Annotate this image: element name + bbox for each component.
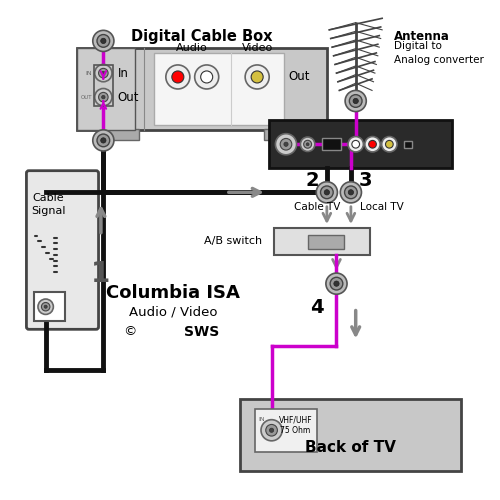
Circle shape (94, 88, 112, 106)
Circle shape (344, 186, 357, 198)
Circle shape (251, 71, 263, 83)
Circle shape (353, 98, 358, 103)
Text: A/B switch: A/B switch (204, 236, 262, 246)
Circle shape (300, 137, 315, 152)
Circle shape (166, 65, 190, 89)
Circle shape (334, 281, 339, 286)
Circle shape (382, 136, 397, 152)
Circle shape (270, 428, 274, 432)
FancyBboxPatch shape (274, 228, 370, 255)
Circle shape (93, 130, 114, 151)
Text: 1: 1 (92, 260, 110, 288)
Circle shape (352, 140, 360, 148)
Text: Cable TV: Cable TV (294, 202, 341, 212)
Circle shape (245, 65, 269, 89)
Text: ©: © (123, 325, 136, 338)
Text: Local TV: Local TV (360, 202, 404, 212)
Text: Cable
Signal: Cable Signal (31, 192, 66, 216)
FancyBboxPatch shape (322, 138, 342, 150)
Text: Audio: Audio (176, 43, 208, 53)
Circle shape (172, 71, 184, 83)
Circle shape (316, 182, 338, 203)
Circle shape (93, 30, 114, 52)
FancyBboxPatch shape (308, 234, 344, 249)
Circle shape (280, 138, 292, 150)
Text: Digital Cable Box: Digital Cable Box (131, 28, 272, 44)
Circle shape (340, 182, 361, 203)
Circle shape (102, 72, 105, 75)
Text: Columbia ISA: Columbia ISA (106, 284, 240, 302)
Text: 3: 3 (358, 171, 372, 190)
Circle shape (94, 64, 112, 82)
Circle shape (194, 65, 218, 89)
Circle shape (324, 190, 330, 195)
Text: In: In (118, 66, 128, 80)
Circle shape (97, 34, 110, 48)
FancyBboxPatch shape (240, 399, 462, 471)
FancyBboxPatch shape (26, 170, 99, 330)
Circle shape (386, 140, 393, 148)
Text: Digital to
Analog converter: Digital to Analog converter (394, 42, 484, 64)
Circle shape (98, 68, 108, 78)
Circle shape (330, 278, 343, 290)
Circle shape (368, 140, 376, 148)
Circle shape (266, 424, 278, 436)
FancyBboxPatch shape (106, 129, 140, 140)
FancyBboxPatch shape (269, 120, 452, 168)
Circle shape (306, 143, 309, 146)
Circle shape (97, 134, 110, 147)
Circle shape (284, 142, 288, 146)
FancyBboxPatch shape (34, 292, 65, 321)
Text: SWS: SWS (184, 324, 220, 338)
Circle shape (261, 420, 282, 441)
Circle shape (42, 302, 50, 311)
Text: 2: 2 (306, 171, 320, 190)
Text: Audio / Video: Audio / Video (129, 306, 218, 319)
FancyBboxPatch shape (77, 48, 134, 130)
Circle shape (100, 138, 106, 143)
Circle shape (100, 38, 106, 44)
Text: 4: 4 (310, 298, 324, 317)
Circle shape (320, 186, 333, 198)
Circle shape (276, 134, 296, 155)
FancyBboxPatch shape (154, 53, 284, 125)
Text: IN: IN (258, 416, 266, 422)
Circle shape (326, 273, 347, 294)
Circle shape (345, 90, 366, 112)
Text: Antenna: Antenna (394, 30, 450, 43)
Circle shape (350, 94, 362, 108)
FancyBboxPatch shape (255, 408, 317, 452)
Text: Back of TV: Back of TV (306, 440, 396, 454)
Circle shape (304, 140, 312, 148)
Circle shape (365, 136, 380, 152)
FancyBboxPatch shape (404, 141, 412, 148)
Circle shape (44, 305, 47, 308)
FancyBboxPatch shape (77, 48, 327, 130)
Text: OUT: OUT (81, 94, 92, 100)
Circle shape (38, 299, 54, 314)
Text: IN: IN (86, 70, 92, 76)
Circle shape (98, 92, 108, 102)
Text: Out: Out (288, 70, 310, 84)
Circle shape (348, 136, 364, 152)
Text: VHF/UHF
75 Ohm: VHF/UHF 75 Ohm (279, 416, 312, 436)
Text: Video: Video (242, 43, 273, 53)
Circle shape (102, 96, 105, 99)
Text: Out: Out (118, 90, 140, 104)
Circle shape (200, 71, 212, 83)
FancyBboxPatch shape (264, 129, 298, 140)
Circle shape (348, 190, 354, 195)
